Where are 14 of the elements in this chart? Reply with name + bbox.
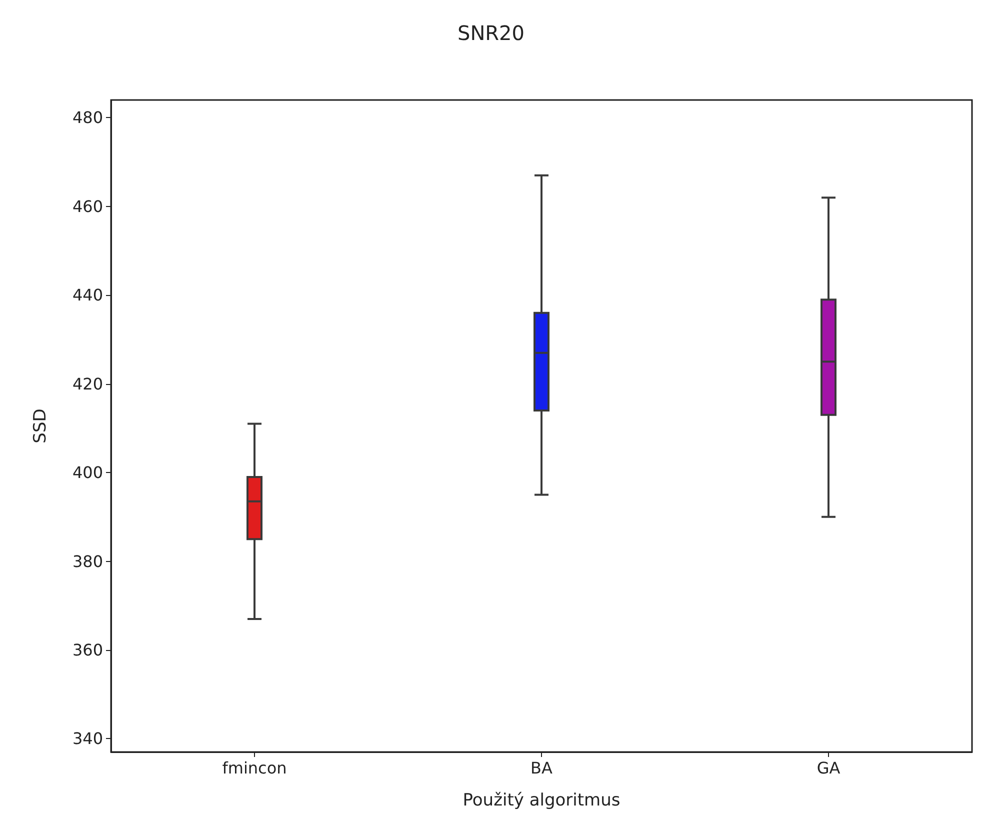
x-tick-label: BA <box>530 758 553 778</box>
y-tick-label: 340 <box>72 729 103 748</box>
y-tick-label: 480 <box>72 108 103 128</box>
x-tick-label: fmincon <box>222 758 287 778</box>
y-tick-label: 400 <box>72 463 103 482</box>
y-tick-label: 380 <box>72 552 103 571</box>
y-tick-label: 420 <box>72 374 103 394</box>
y-axis-title: SSD <box>30 408 50 444</box>
x-axis-title: Použitý algoritmus <box>462 790 620 810</box>
y-tick-label: 440 <box>72 286 103 305</box>
y-tick-label: 460 <box>72 196 103 216</box>
y-tick-label: 360 <box>72 640 103 660</box>
chart-title: SNR20 <box>457 21 525 45</box>
x-tick-label: GA <box>816 758 840 778</box>
